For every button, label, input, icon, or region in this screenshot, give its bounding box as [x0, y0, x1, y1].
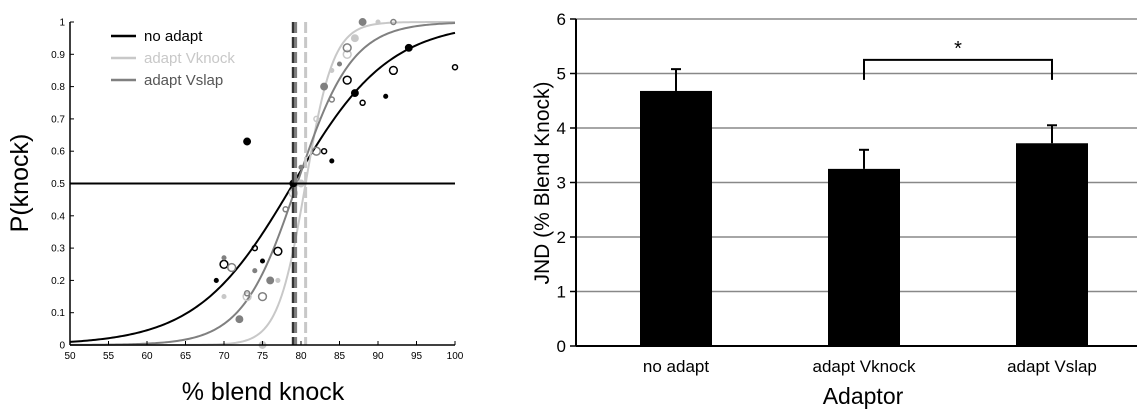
significance-bracket-line: [863, 58, 1053, 80]
point-no-adapt: [359, 99, 366, 107]
bar-adapt-vslap: [1016, 143, 1088, 346]
point-adapt-vslap: [342, 43, 352, 53]
left-y-tick-label: 0.3: [51, 244, 65, 255]
right-y-axis-label: JND (% Blend Knock): [531, 81, 554, 284]
curve-adapt-vslap: [69, 22, 456, 346]
left-y-tick-label: 0.1: [51, 308, 65, 319]
significance-label: *: [954, 38, 962, 60]
point-no-adapt: [320, 147, 328, 155]
error-bars: [671, 68, 1057, 169]
point-adapt-vslap: [243, 290, 251, 297]
point-adapt-vslap: [390, 18, 397, 26]
left-x-axis-label: % blend knock: [182, 378, 345, 406]
category-label-no-adapt: no adapt: [643, 357, 709, 376]
left-x-tick-label: 60: [141, 351, 153, 362]
left-y-tick-label: 0: [59, 341, 65, 352]
point-adapt-vknock: [313, 115, 320, 123]
point-no-adapt: [350, 89, 359, 98]
psychometric-chart: 50 55 60 65 70 75 80 85 90 95 100 0 0.1 0.2 0.3 0.4 0.5…: [6, 18, 464, 407]
point-adapt-vslap: [358, 18, 367, 26]
point-adapt-vslap: [227, 262, 237, 273]
left-x-tick-label: 80: [295, 351, 307, 362]
point-adapt-vslap: [252, 268, 258, 274]
point-no-adapt: [273, 246, 283, 256]
point-adapt-vknock: [350, 34, 359, 43]
point-adapt-vslap: [298, 164, 304, 170]
left-y-tick-label: 0.5: [51, 179, 65, 190]
jnd-bar-chart: * 0 1 2 3 4 5 6 no adapt adapt Vknock adapt Vsla…: [531, 10, 1137, 409]
legend-label-adapt-vknock: adapt Vknock: [144, 50, 235, 67]
right-y-tick-label: 2: [557, 228, 566, 247]
bars: [640, 90, 1088, 346]
left-x-tick-label: 90: [372, 351, 384, 362]
point-no-adapt: [404, 43, 413, 52]
significance-bracket: *: [863, 38, 1053, 80]
category-label-adapt-vslap: adapt Vslap: [1007, 357, 1097, 376]
left-y-tick-label: 0.6: [51, 147, 65, 158]
left-x-tick-labels: 50 55 60 65 70 75 80 85 90 95 100: [64, 341, 464, 362]
right-y-tick-label: 5: [557, 65, 566, 84]
bar-adapt-vknock: [828, 168, 900, 346]
left-x-tick-label: 85: [334, 351, 346, 362]
point-adapt-vslap: [221, 255, 227, 261]
right-category-labels: no adapt adapt Vknock adapt Vslap: [643, 357, 1097, 376]
point-no-adapt: [342, 75, 352, 85]
left-y-tick-label: 1: [59, 18, 65, 29]
left-x-tick-label: 95: [411, 351, 423, 362]
point-no-adapt: [251, 244, 259, 252]
right-y-tick-label: 1: [557, 283, 566, 302]
left-y-tick-label: 0.7: [51, 114, 65, 125]
left-y-axis-label: P(knock): [6, 134, 34, 233]
pse-lines: [291, 22, 308, 345]
point-adapt-vknock: [242, 291, 252, 302]
left-y-tick-labels: 0 0.1 0.2 0.3 0.4 0.5 0.6 0.7 0.8 0.9 1: [51, 18, 74, 352]
point-adapt-vslap: [266, 276, 275, 285]
right-y-tick-label: 4: [557, 119, 566, 138]
bar-no-adapt: [640, 90, 712, 346]
data-points: [213, 18, 459, 349]
left-x-tick-label: 70: [218, 351, 230, 362]
point-adapt-vslap: [320, 82, 329, 91]
point-no-adapt: [213, 277, 219, 283]
legend-label-adapt-vslap: adapt Vslap: [144, 72, 223, 89]
point-adapt-vslap: [257, 291, 268, 302]
point-adapt-vknock: [375, 19, 381, 25]
right-x-axis-label: Adaptor: [823, 383, 904, 409]
right-y-tick-label: 0: [557, 337, 566, 356]
point-adapt-vslap: [311, 146, 322, 156]
point-no-adapt: [259, 258, 266, 264]
point-adapt-vslap: [282, 206, 289, 213]
point-no-adapt: [243, 137, 252, 146]
point-adapt-vknock: [275, 277, 281, 283]
point-no-adapt: [219, 259, 229, 269]
left-x-tick-label: 55: [103, 351, 115, 362]
point-adapt-vknock: [221, 294, 227, 300]
point-adapt-vslap: [336, 61, 343, 67]
right-y-tick-label: 3: [557, 174, 566, 193]
category-label-adapt-vknock: adapt Vknock: [812, 357, 916, 376]
right-y-tick-labels: 0 1 2 3 4 5 6: [557, 10, 576, 356]
curve-no-adapt: [69, 31, 456, 343]
point-adapt-vknock: [342, 49, 352, 59]
left-y-tick-label: 0.4: [51, 211, 65, 222]
left-x-tick-label: 100: [447, 351, 464, 362]
point-no-adapt: [383, 93, 389, 99]
point-adapt-vslap: [328, 96, 336, 103]
left-y-tick-label: 0.2: [51, 276, 65, 287]
point-no-adapt: [451, 63, 459, 71]
point-no-adapt: [388, 65, 399, 76]
left-y-tick-label: 0.9: [51, 50, 65, 61]
left-y-tick-label: 0.8: [51, 82, 65, 93]
point-adapt-vslap: [235, 315, 244, 324]
point-adapt-vknock: [329, 67, 335, 73]
legend-label-no-adapt: no adapt: [144, 28, 203, 45]
left-x-tick-label: 75: [257, 351, 269, 362]
left-x-tick-label: 65: [180, 351, 192, 362]
point-no-adapt: [329, 158, 335, 164]
left-x-tick-label: 50: [64, 351, 76, 362]
legend: no adapt adapt Vknock adapt Vslap: [111, 28, 235, 89]
right-y-tick-label: 6: [557, 10, 566, 29]
